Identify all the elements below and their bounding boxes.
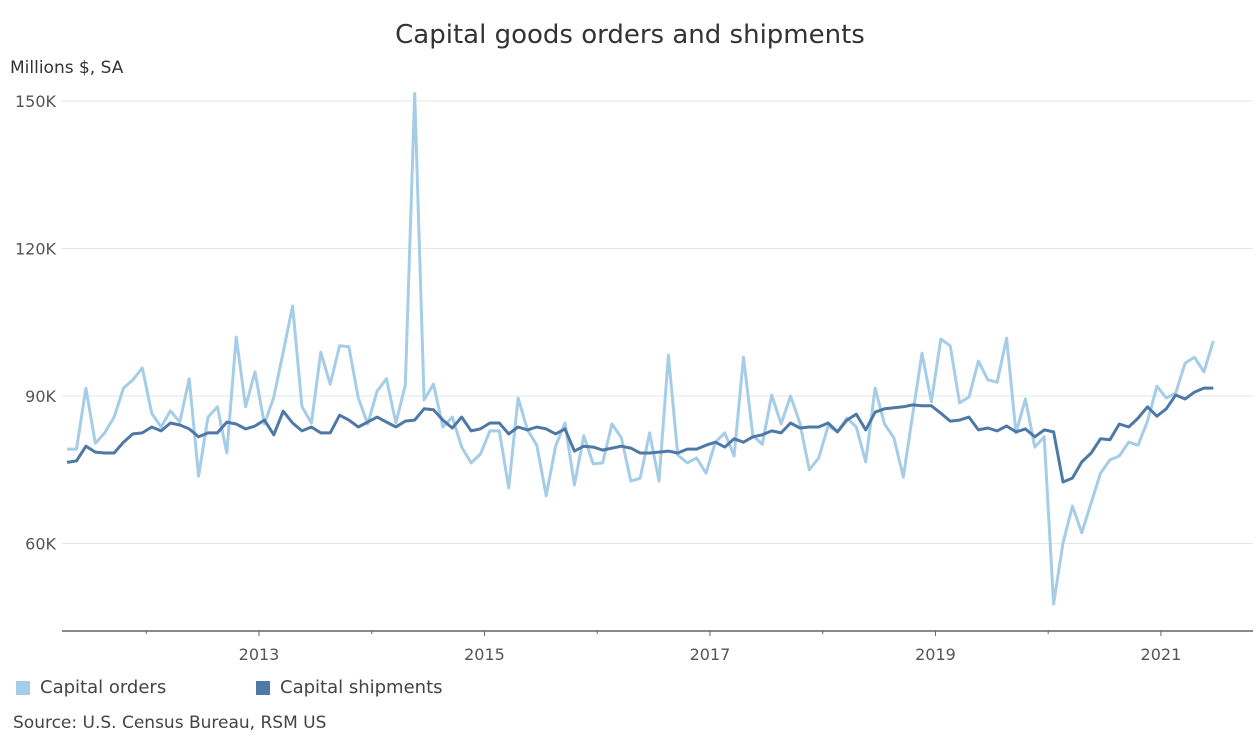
legend-swatch-shipments: [256, 680, 270, 695]
y-tick-label: 150K: [15, 92, 57, 111]
y-tick-label: 120K: [15, 239, 57, 258]
source-note: Source: U.S. Census Bureau, RSM US: [13, 713, 327, 733]
chart-title: Capital goods orders and shipments: [395, 20, 865, 50]
x-tick-label: 2015: [464, 645, 505, 664]
y-axis-label: Millions $, SA: [10, 58, 124, 78]
x-tick-label: 2019: [915, 645, 956, 664]
legend-item-capital-orders[interactable]: Capital orders: [16, 677, 166, 698]
legend-label: Capital orders: [40, 677, 167, 698]
x-tick-label: 2013: [239, 645, 280, 664]
x-tick-label: 2021: [1141, 645, 1182, 664]
legend-item-capital-shipments[interactable]: Capital shipments: [256, 677, 443, 698]
y-tick-label: 60K: [25, 535, 56, 554]
legend-swatch-orders: [16, 680, 30, 695]
legend-label: Capital shipments: [280, 677, 443, 698]
y-tick-label: 90K: [25, 387, 56, 406]
series-line-capital-shipments: [66, 386, 1214, 484]
x-tick-label: 2017: [690, 645, 731, 664]
series-line-capital-orders: [67, 92, 1215, 606]
